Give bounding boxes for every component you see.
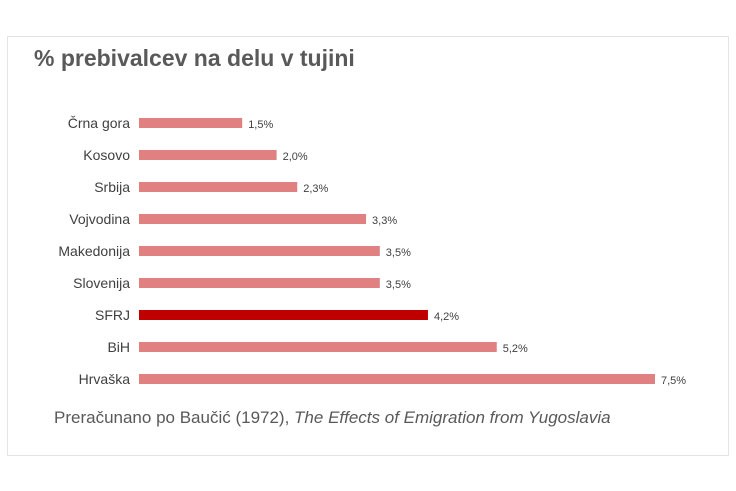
data-label-makedonija: 3,5% [386,247,411,259]
bar-vojvodina [139,214,367,224]
category-label-kosovo: Kosovo [83,147,130,163]
bar-slovenija [139,278,380,288]
bar-bih [139,342,497,352]
category-label--rna-gora: Črna gora [68,115,130,131]
category-label-slovenija: Slovenija [73,275,130,291]
category-label-hrva-ka: Hrvaška [79,371,131,387]
data-label-srbija: 2,3% [303,183,328,195]
bar-makedonija [139,246,380,256]
data-label-slovenija: 3,5% [386,279,411,291]
category-label-srbija: Srbija [94,179,130,195]
source-prefix: Preračunano po Baučić (1972), [54,408,295,427]
bar-hrva-ka [139,374,655,384]
data-label-bih: 5,2% [503,343,528,355]
bar-chart: Črna gora 1,5% Kosovo 2,0% Srbija 2,3% Vojvodi… [58,115,686,387]
category-label-vojvodina: Vojvodina [69,211,130,227]
category-label-bih: BiH [107,339,130,355]
data-label-sfrj: 4,2% [434,311,459,323]
bar-srbija [139,182,298,192]
data-label--rna-gora: 1,5% [248,119,273,131]
chart-title: % prebivalcev na delu v tujini [34,45,355,71]
source-title: The Effects of Emigration from Yugoslavi… [294,408,611,427]
bar--rna-gora [139,118,243,128]
chart-card: % prebivalcev na delu v tujini Črna gora… [7,36,729,456]
category-label-makedonija: Makedonija [58,243,130,259]
data-label-hrva-ka: 7,5% [661,375,686,387]
category-label-sfrj: SFRJ [95,307,130,323]
bar-sfrj [139,310,428,320]
source-note: Preračunano po Baučić (1972), The Effect… [54,408,611,428]
bar-kosovo [139,150,277,160]
data-label-kosovo: 2,0% [283,151,308,163]
data-label-vojvodina: 3,3% [372,215,397,227]
